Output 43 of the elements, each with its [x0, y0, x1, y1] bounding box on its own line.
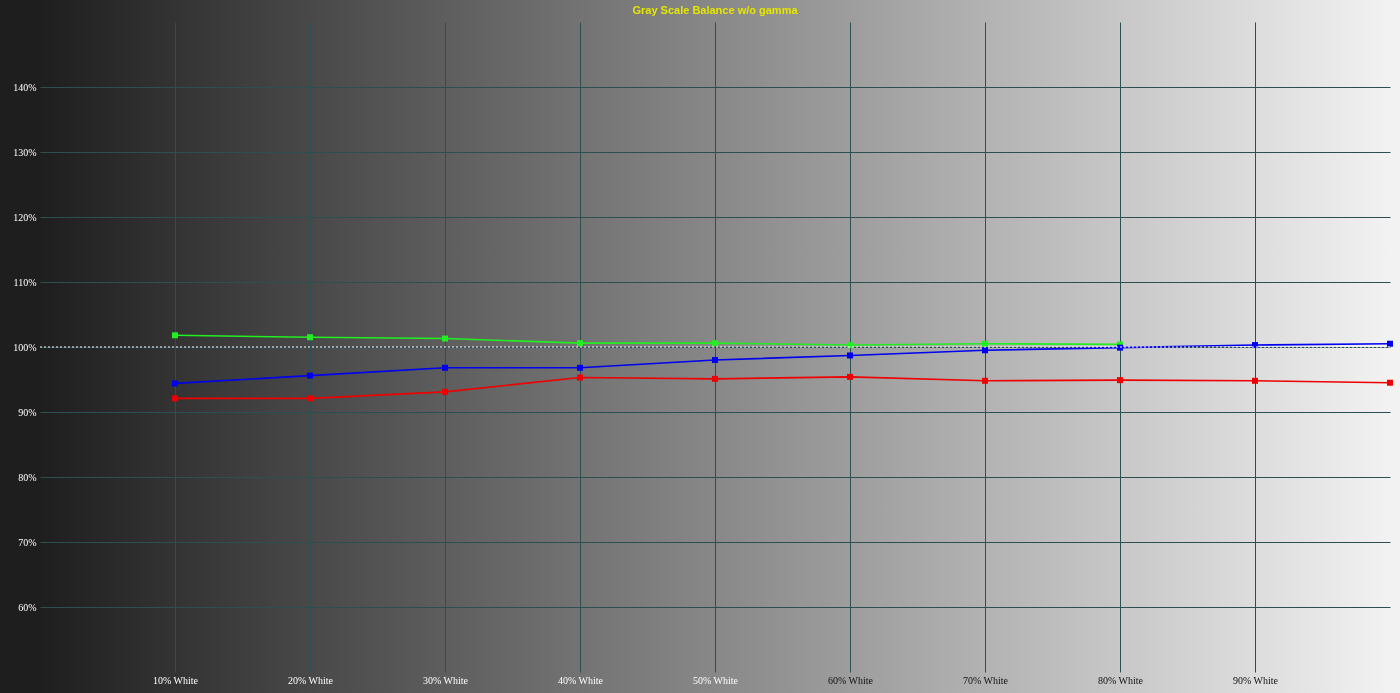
- point: [442, 364, 448, 371]
- point: [307, 395, 313, 402]
- point: [577, 374, 583, 381]
- x-tick-label: 50% White: [692, 674, 739, 686]
- point: [1117, 377, 1123, 384]
- x-tick-label: 70% White: [962, 674, 1009, 686]
- x-tick-label: 60% White: [827, 674, 874, 686]
- point: [577, 340, 583, 347]
- point: [442, 388, 448, 395]
- point: [172, 395, 178, 402]
- point: [172, 380, 178, 387]
- point: [847, 373, 853, 380]
- y-tick-label: 110%: [13, 276, 37, 288]
- point: [1252, 377, 1258, 384]
- point: [577, 364, 583, 371]
- y-tick-label: 140%: [13, 81, 37, 93]
- y-tick-label: 90%: [18, 406, 37, 418]
- y-tick-label: 130%: [13, 146, 37, 158]
- y-tick-label: 70%: [18, 536, 37, 548]
- point: [982, 347, 988, 354]
- x-tick-label: 80% White: [1097, 674, 1144, 686]
- point: [1387, 340, 1393, 347]
- x-tick-label: 30% White: [422, 674, 469, 686]
- x-tick-label: 20% White: [287, 674, 334, 686]
- y-tick-label: 120%: [13, 211, 37, 223]
- point: [1387, 379, 1393, 386]
- point: [712, 340, 718, 347]
- y-tick-label: 60%: [18, 601, 37, 613]
- point: [442, 335, 448, 342]
- point: [307, 334, 313, 341]
- point: [172, 332, 178, 339]
- chart-title: Gray Scale Balance w/o gamma: [632, 4, 799, 16]
- point: [847, 352, 853, 359]
- point: [307, 372, 313, 379]
- point: [982, 377, 988, 384]
- x-tick-label: 90% White: [1232, 674, 1279, 686]
- x-tick-label: 40% White: [557, 674, 604, 686]
- y-tick-label: 100%: [13, 341, 37, 353]
- y-tick-label: 80%: [18, 471, 37, 483]
- point: [712, 375, 718, 382]
- point: [982, 340, 988, 347]
- x-tick-label: 10% White: [152, 674, 199, 686]
- point: [712, 357, 718, 363]
